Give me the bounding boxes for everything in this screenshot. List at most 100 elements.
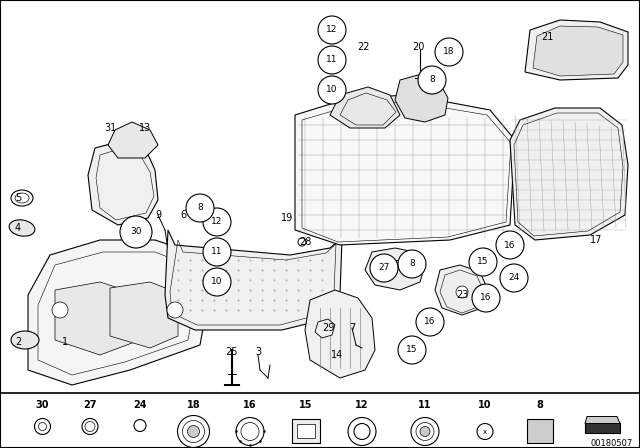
Text: 15: 15	[406, 345, 418, 354]
Text: 7: 7	[349, 323, 355, 333]
Text: 4: 4	[15, 223, 21, 233]
Circle shape	[418, 66, 446, 94]
Circle shape	[167, 302, 183, 318]
Circle shape	[420, 426, 430, 436]
Text: 11: 11	[419, 400, 432, 410]
Polygon shape	[0, 393, 640, 448]
Text: 21: 21	[541, 32, 553, 42]
Circle shape	[203, 208, 231, 236]
Text: 16: 16	[243, 400, 257, 410]
Circle shape	[241, 422, 259, 440]
Text: 12: 12	[355, 400, 369, 410]
Text: 15: 15	[477, 258, 489, 267]
Text: 14: 14	[331, 350, 343, 360]
Circle shape	[500, 264, 528, 292]
Text: 12: 12	[326, 26, 338, 34]
Ellipse shape	[11, 190, 33, 206]
Circle shape	[472, 284, 500, 312]
Text: 2: 2	[15, 337, 21, 347]
Circle shape	[416, 422, 434, 440]
Polygon shape	[295, 95, 515, 245]
Circle shape	[186, 194, 214, 222]
Circle shape	[398, 336, 426, 364]
Text: 3: 3	[255, 347, 261, 357]
Polygon shape	[330, 87, 400, 128]
Circle shape	[318, 76, 346, 104]
Text: 18: 18	[187, 400, 200, 410]
Text: x: x	[483, 428, 487, 435]
Text: 8: 8	[197, 203, 203, 212]
Circle shape	[82, 418, 98, 435]
Text: 00180507: 00180507	[591, 439, 633, 448]
Polygon shape	[28, 240, 210, 385]
Polygon shape	[315, 319, 335, 338]
Text: 16: 16	[424, 318, 436, 327]
Circle shape	[416, 308, 444, 336]
Polygon shape	[585, 417, 620, 423]
Text: 30: 30	[36, 400, 49, 410]
Text: 8: 8	[429, 76, 435, 85]
Text: 8: 8	[536, 400, 543, 410]
Ellipse shape	[9, 220, 35, 236]
Text: 13: 13	[139, 123, 151, 133]
Polygon shape	[395, 75, 448, 122]
Text: 6: 6	[180, 210, 186, 220]
Polygon shape	[510, 108, 628, 240]
Text: 17: 17	[590, 235, 602, 245]
Text: 10: 10	[326, 86, 338, 95]
Text: 16: 16	[480, 293, 492, 302]
Text: 12: 12	[211, 217, 223, 227]
Text: 27: 27	[83, 400, 97, 410]
Circle shape	[35, 418, 51, 435]
Polygon shape	[435, 265, 488, 315]
Circle shape	[354, 423, 370, 439]
Text: 8: 8	[409, 259, 415, 268]
Text: 24: 24	[133, 400, 147, 410]
Circle shape	[236, 418, 264, 445]
Ellipse shape	[11, 331, 39, 349]
Circle shape	[120, 216, 152, 248]
Text: 10: 10	[478, 400, 492, 410]
Circle shape	[52, 302, 68, 318]
Text: 23: 23	[456, 290, 468, 300]
Circle shape	[456, 286, 468, 298]
Text: 22: 22	[356, 42, 369, 52]
Circle shape	[318, 16, 346, 44]
Text: 18: 18	[444, 47, 455, 56]
Circle shape	[85, 422, 95, 431]
Text: 31: 31	[104, 123, 116, 133]
Text: 11: 11	[211, 247, 223, 257]
Text: 1: 1	[62, 337, 68, 347]
Text: 28: 28	[299, 237, 311, 247]
Circle shape	[203, 268, 231, 296]
Text: 29: 29	[322, 323, 334, 333]
Text: 25: 25	[226, 347, 238, 357]
Circle shape	[398, 250, 426, 278]
Circle shape	[477, 423, 493, 439]
Circle shape	[496, 231, 524, 259]
Text: 10: 10	[211, 277, 223, 287]
Polygon shape	[110, 282, 178, 348]
Text: 19: 19	[281, 213, 293, 223]
Circle shape	[411, 418, 439, 445]
Polygon shape	[305, 290, 375, 378]
Text: 26: 26	[394, 260, 406, 270]
Text: 11: 11	[326, 56, 338, 65]
Polygon shape	[365, 248, 425, 290]
Circle shape	[188, 426, 200, 438]
Polygon shape	[292, 419, 320, 444]
Circle shape	[435, 38, 463, 66]
Polygon shape	[55, 282, 140, 355]
Circle shape	[38, 422, 47, 431]
Text: 5: 5	[15, 193, 21, 203]
Polygon shape	[533, 26, 623, 76]
Text: 15: 15	[300, 400, 313, 410]
Polygon shape	[297, 425, 315, 439]
Circle shape	[203, 238, 231, 266]
Polygon shape	[165, 230, 342, 330]
Polygon shape	[585, 423, 620, 434]
Circle shape	[134, 419, 146, 431]
Circle shape	[469, 248, 497, 276]
Ellipse shape	[15, 193, 29, 203]
Polygon shape	[108, 122, 158, 158]
